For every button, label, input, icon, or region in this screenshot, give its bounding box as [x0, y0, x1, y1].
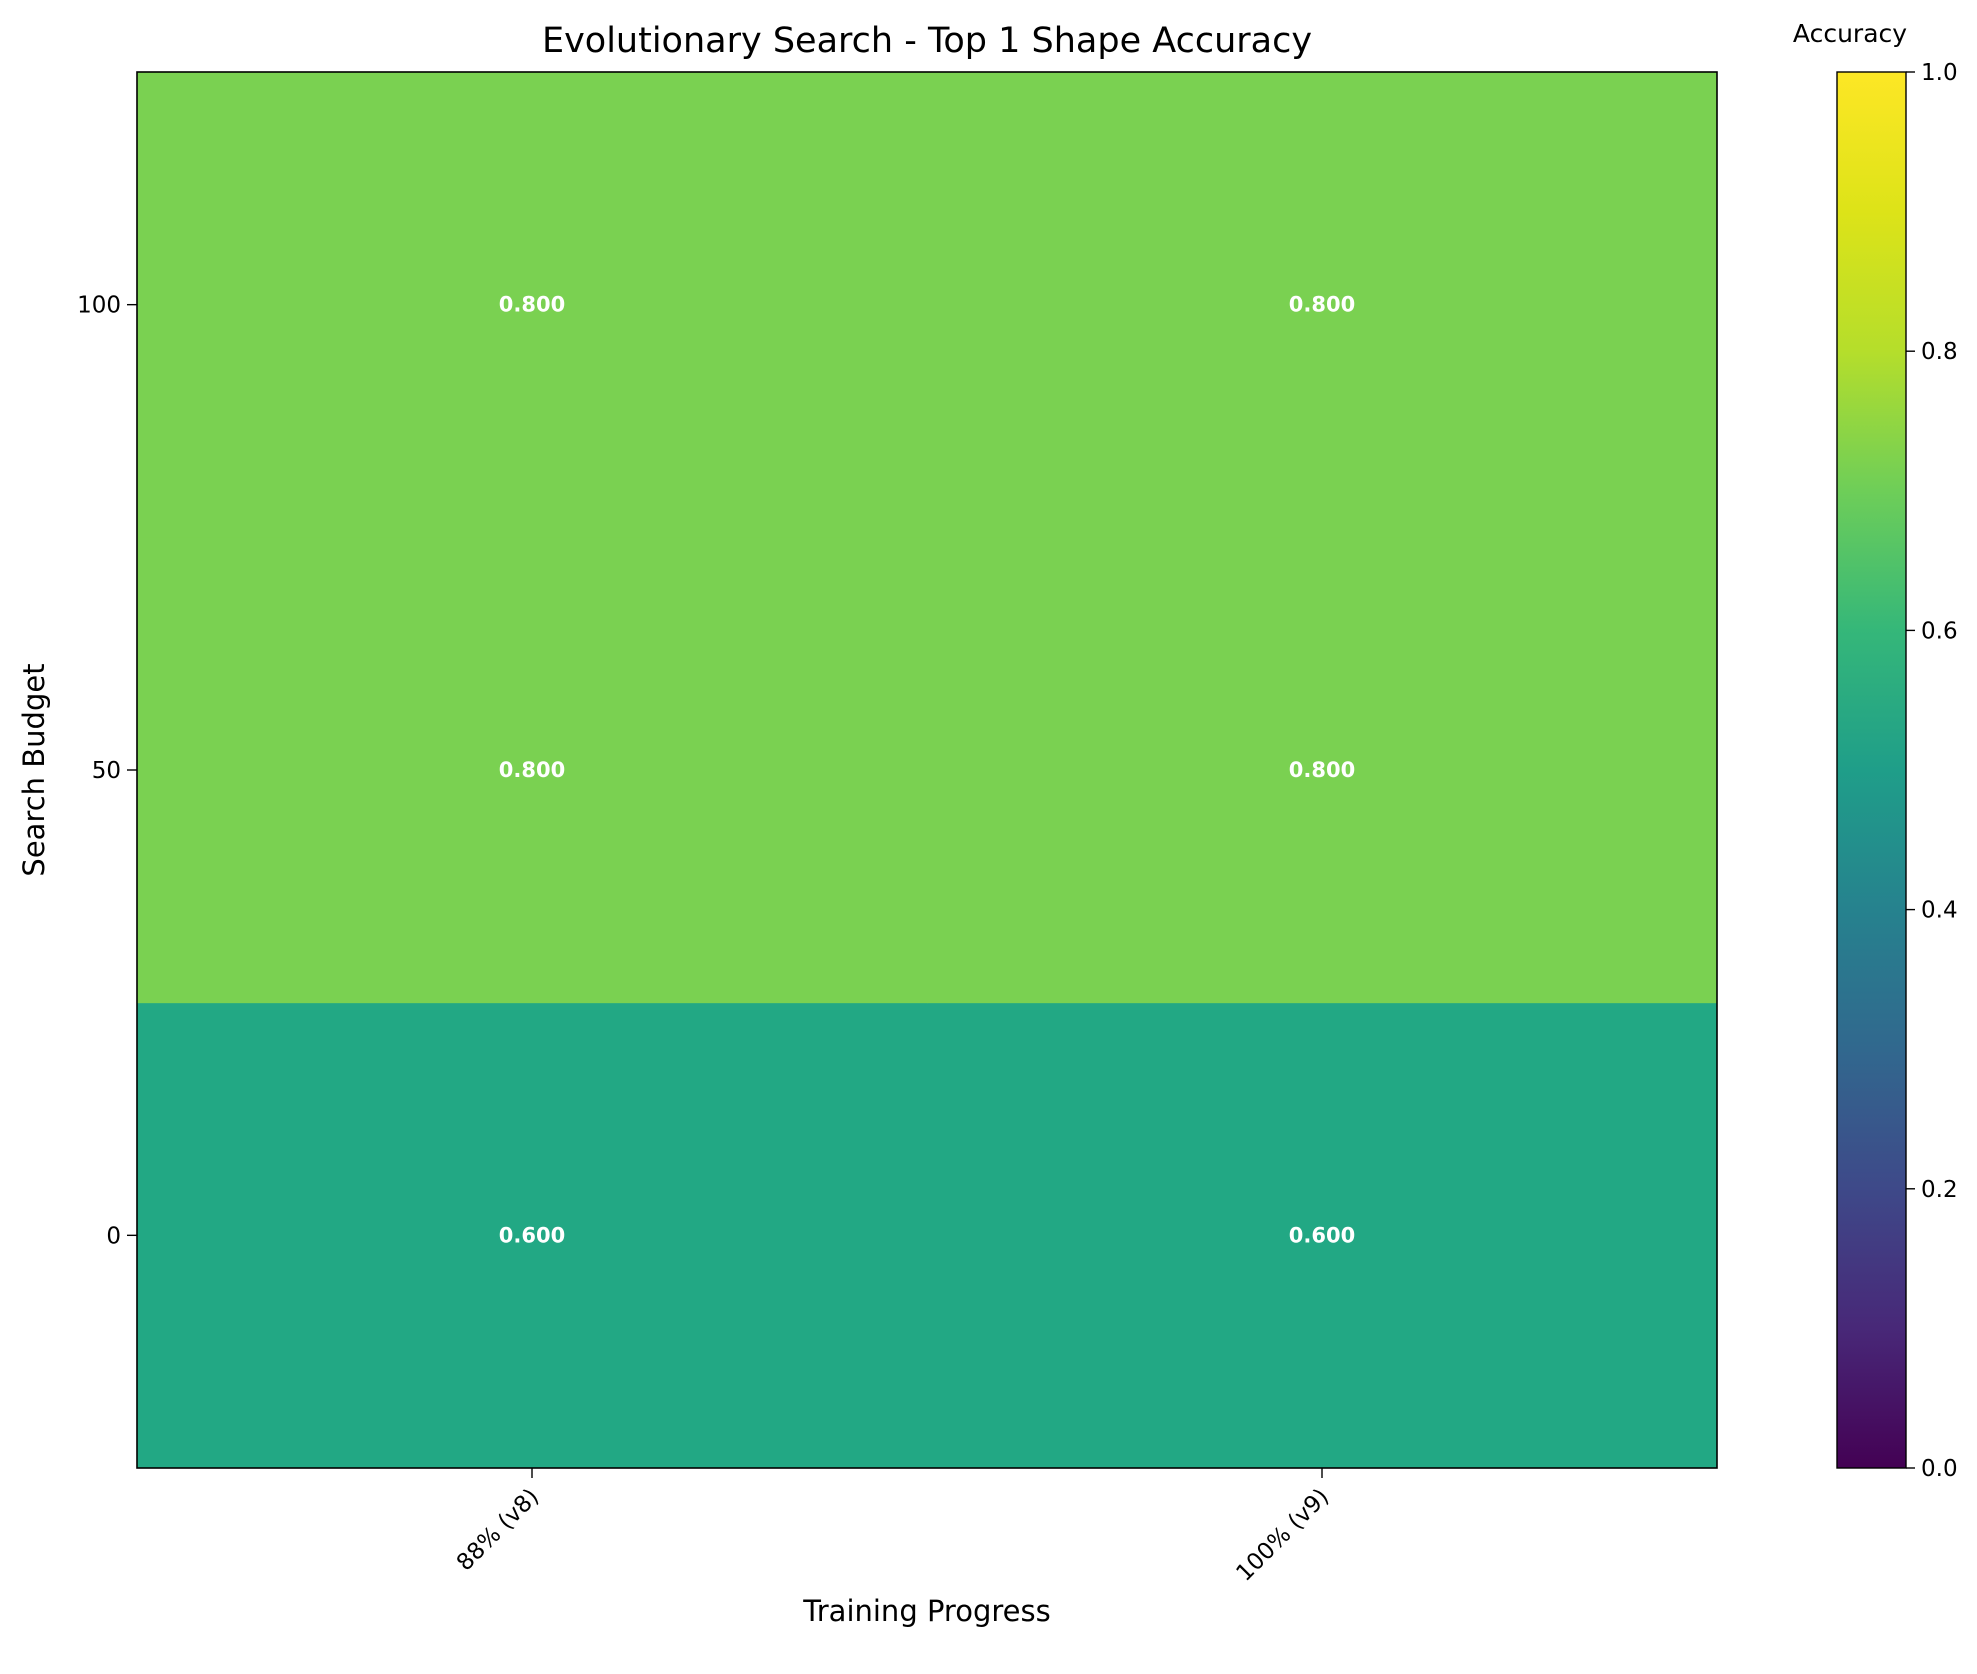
- y-tick-label: 100: [77, 293, 121, 319]
- x-axis-ticks: 88% (v8) 100% (v9): [452, 1468, 1334, 1587]
- colorbar-tick-label: 1.0: [1921, 60, 1958, 86]
- y-tick-label: 50: [92, 758, 121, 784]
- heatmap-cell: [927, 537, 1718, 1004]
- colorbar-tick-label: 0.0: [1921, 1456, 1958, 1482]
- heatmap-cell: [137, 1002, 928, 1469]
- cell-value-label: 0.800: [1289, 293, 1355, 317]
- chart-title: Evolutionary Search - Top 1 Shape Accura…: [542, 21, 1312, 61]
- y-axis-ticks: 0 50 100: [77, 293, 137, 1249]
- heatmap-cell: [137, 72, 928, 538]
- colorbar-tick-label: 0.2: [1921, 1177, 1958, 1203]
- y-axis-label: Search Budget: [17, 663, 51, 876]
- cell-value-label: 0.600: [1289, 1223, 1355, 1247]
- cell-value-label: 0.800: [1289, 758, 1355, 782]
- cell-value-label: 0.800: [499, 758, 565, 782]
- x-tick-label: 100% (v9): [1232, 1484, 1335, 1587]
- cell-value-label: 0.600: [499, 1223, 565, 1247]
- heatmap-cells: [137, 72, 1718, 1469]
- cell-value-label: 0.800: [499, 293, 565, 317]
- heatmap-cell: [927, 72, 1718, 538]
- heatmap-cell-labels: 0.600 0.600 0.800 0.800 0.800 0.800: [499, 293, 1355, 1248]
- colorbar-tick-label: 0.8: [1921, 339, 1958, 365]
- colorbar: [1836, 71, 1907, 1469]
- x-tick-label: 88% (v8): [452, 1484, 544, 1576]
- y-tick-label: 0: [106, 1223, 121, 1249]
- heatmap-cell: [927, 1002, 1718, 1469]
- colorbar-label: Accuracy: [1793, 19, 1907, 48]
- colorbar-tick-label: 0.4: [1921, 898, 1958, 924]
- x-axis-label: Training Progress: [802, 1594, 1050, 1628]
- heatmap-cell: [137, 537, 928, 1004]
- colorbar-tick-label: 0.6: [1921, 618, 1958, 644]
- colorbar-ticks: 0.0 0.2 0.4 0.6 0.8 1.0: [1906, 60, 1958, 1482]
